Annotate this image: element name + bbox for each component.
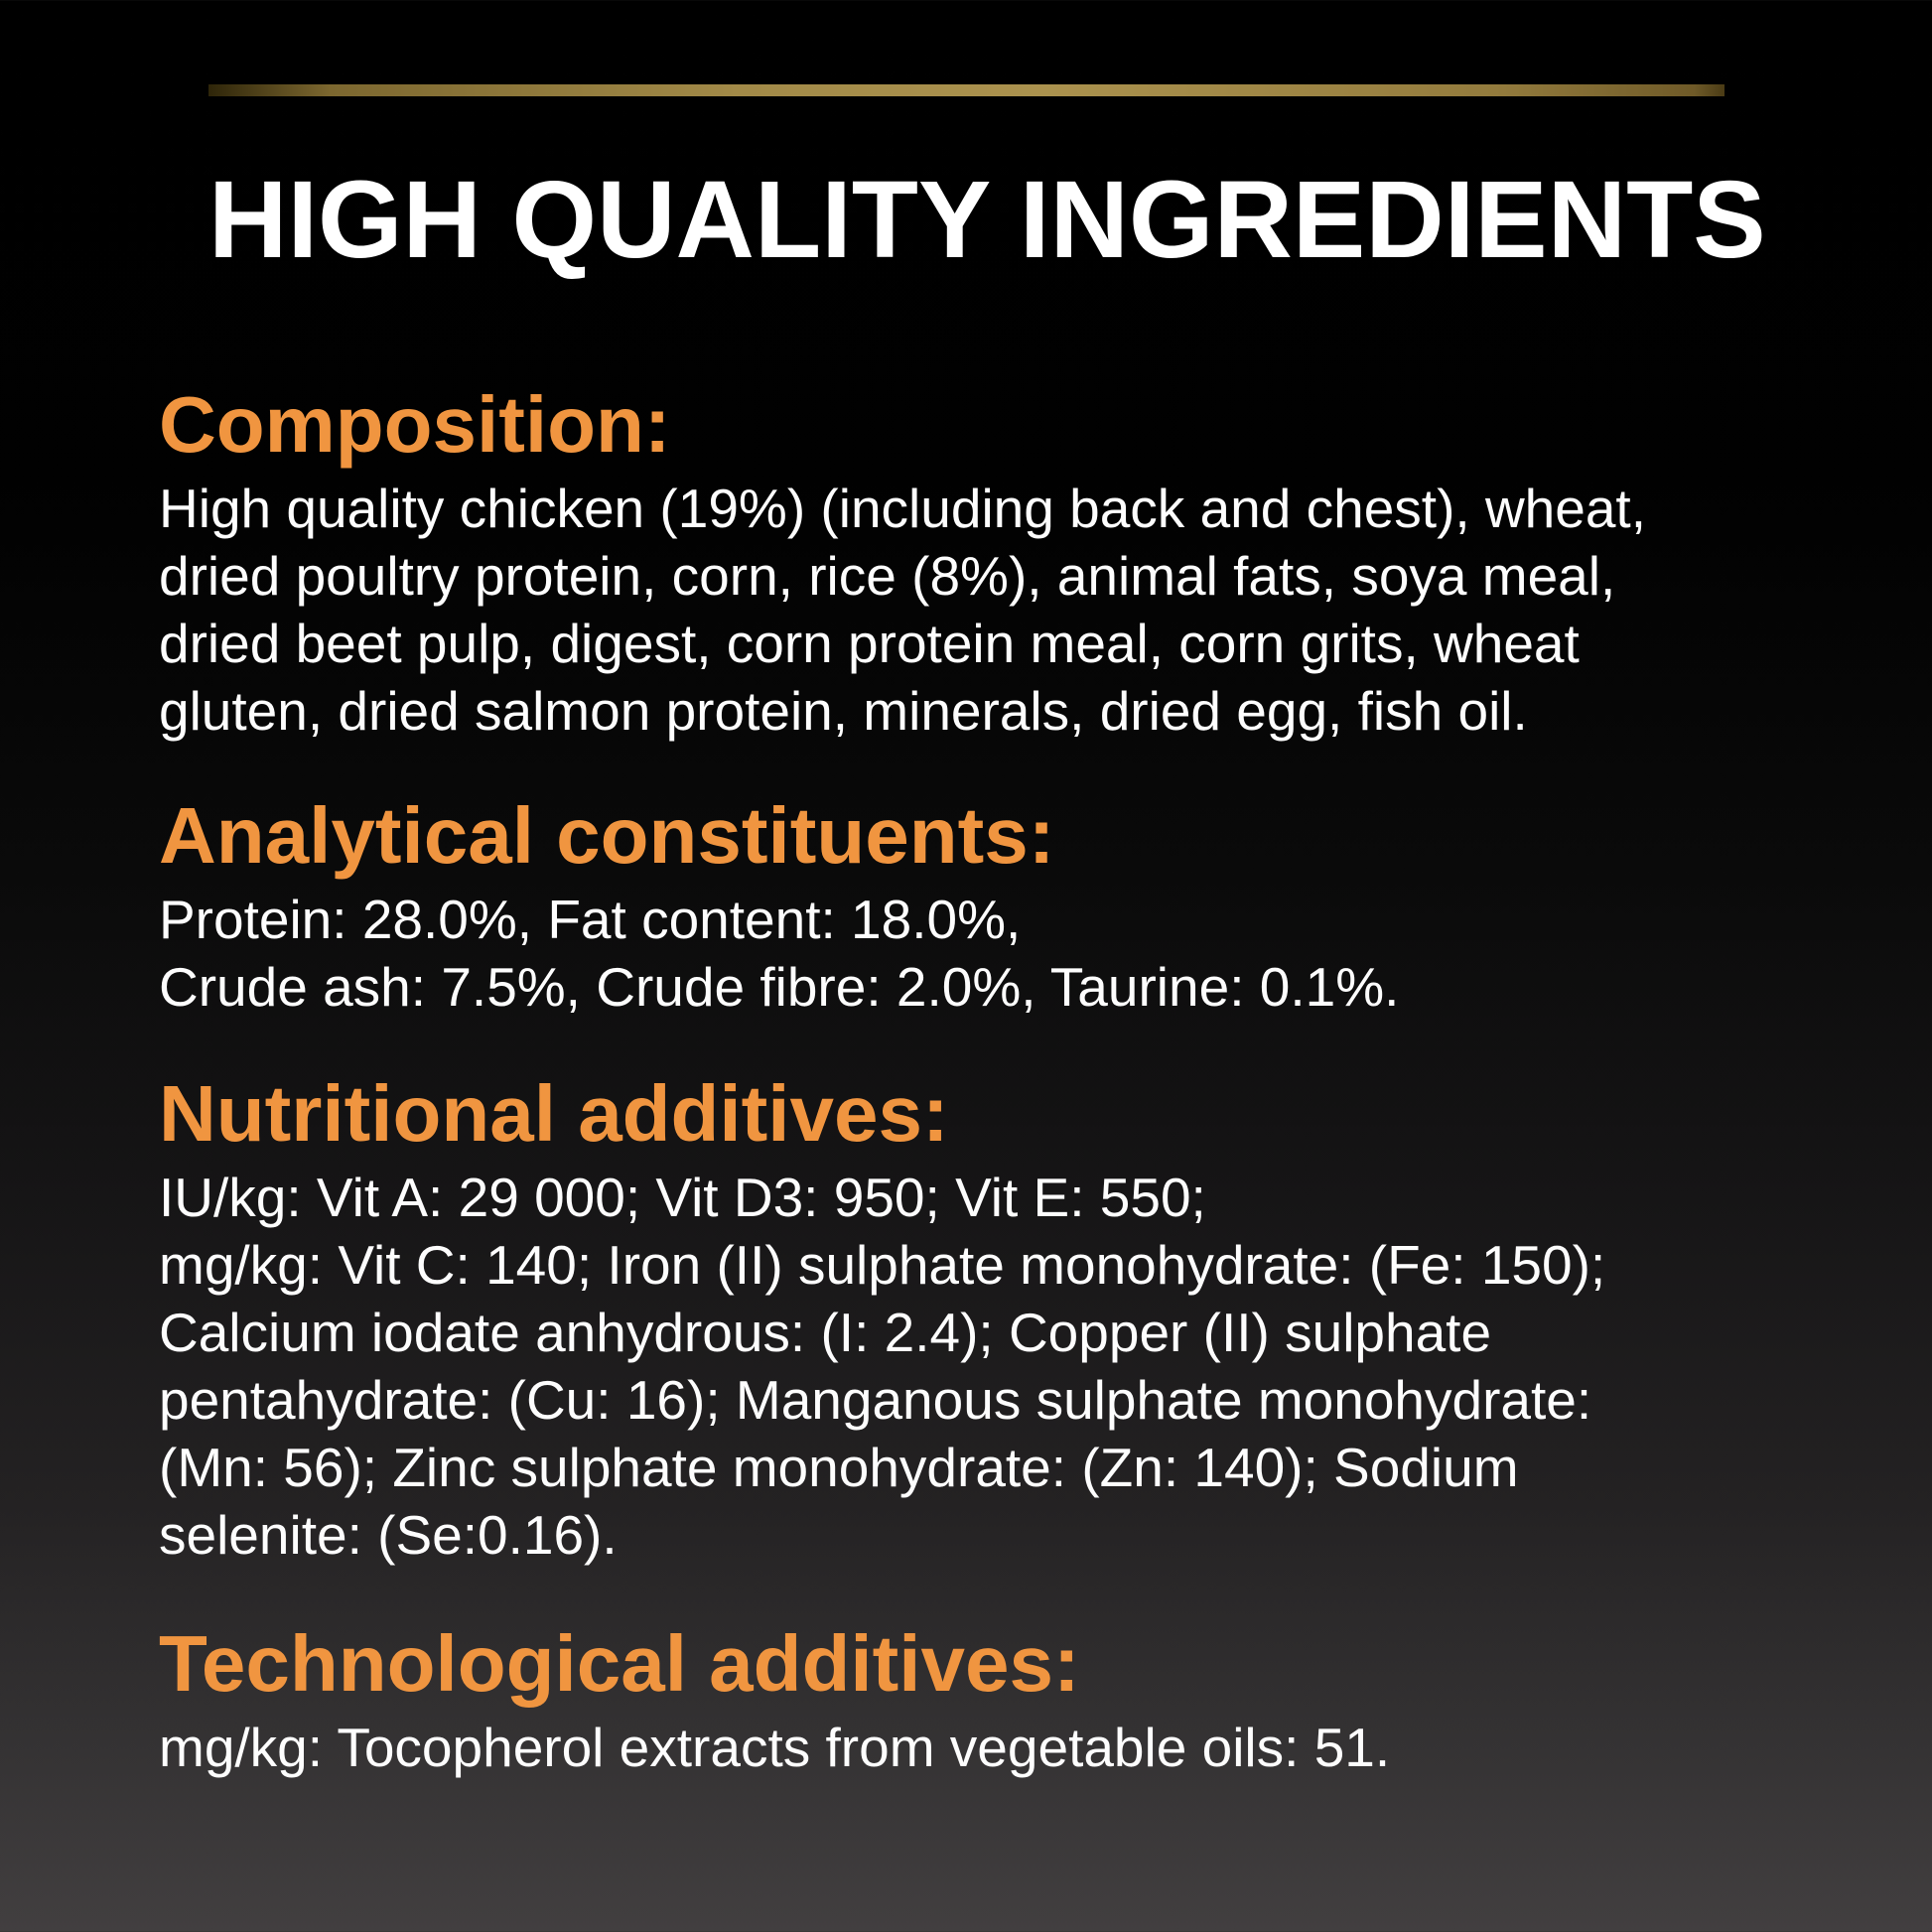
- section-composition: Composition: High quality chicken (19%) …: [159, 377, 1872, 745]
- composition-body: High quality chicken (19%) (including ba…: [159, 478, 1646, 742]
- technological-additives-body: mg/kg: Tocopherol extracts from vegetabl…: [159, 1717, 1391, 1778]
- section-nutritional-additives: Nutritional additives: IU/kg: Vit A: 29 …: [159, 1066, 1872, 1569]
- nutritional-additives-body: IU/kg: Vit A: 29 000; Vit D3: 950; Vit E…: [159, 1167, 1606, 1566]
- composition-heading: Composition:: [159, 380, 671, 469]
- section-analytical-constituents: Analytical constituents: Protein: 28.0%,…: [159, 788, 1872, 1021]
- gold-divider-line: [208, 84, 1725, 96]
- analytical-constituents-heading: Analytical constituents:: [159, 791, 1055, 880]
- ingredients-panel: HIGH QUALITY INGREDIENTS Composition: Hi…: [0, 84, 1932, 1932]
- page-title: HIGH QUALITY INGREDIENTS: [208, 159, 1766, 281]
- technological-additives-heading: Technological additives:: [159, 1619, 1080, 1708]
- section-technological-additives: Technological additives: mg/kg: Tocopher…: [159, 1616, 1872, 1781]
- analytical-constituents-body: Protein: 28.0%, Fat content: 18.0%, Crud…: [159, 889, 1400, 1018]
- nutritional-additives-heading: Nutritional additives:: [159, 1069, 949, 1158]
